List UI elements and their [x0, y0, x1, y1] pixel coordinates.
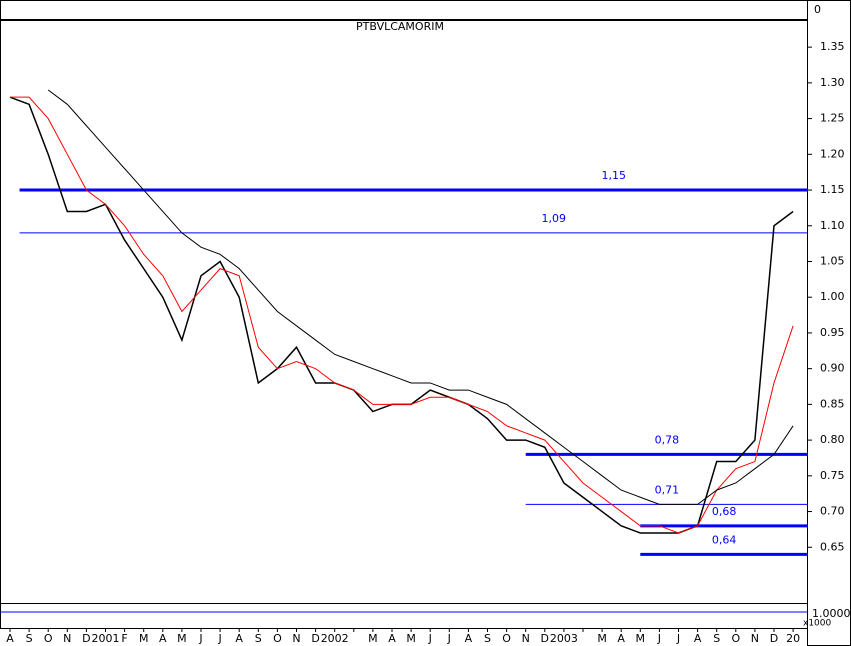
- x-tick-label: S: [255, 632, 262, 645]
- y-tick-label: 0.95: [820, 326, 845, 339]
- x-tick-label: O: [273, 632, 282, 645]
- x-tick-label: S: [484, 632, 491, 645]
- series-line: [47, 89, 794, 505]
- x-tick-label: J: [217, 632, 221, 645]
- x-tick-label: 20: [786, 632, 800, 645]
- y-tick-label: 1.00: [820, 290, 845, 303]
- x-tick-label: O: [731, 632, 740, 645]
- level-label: 0,64: [712, 533, 737, 546]
- y-tick-label: 0.75: [820, 469, 845, 482]
- y-tick-label: 0.65: [820, 540, 845, 553]
- level-label: 0,71: [655, 483, 680, 496]
- x-tick-label: M: [636, 632, 646, 645]
- x-tick-label: 2002: [321, 632, 349, 645]
- level-label: 1,09: [542, 212, 567, 225]
- level-label: 1,15: [602, 169, 627, 182]
- x-tick-label: D: [770, 632, 778, 645]
- chart-title: PTBVLCAMORIM: [356, 20, 444, 33]
- x-tick-label: M: [597, 632, 607, 645]
- x-tick-label: D: [311, 632, 319, 645]
- x-tick-label: A: [235, 632, 243, 645]
- x-tick-label: J: [657, 632, 661, 645]
- x-tick-label: J: [676, 632, 680, 645]
- x-tick-label: A: [617, 632, 625, 645]
- x-tick-label: J: [447, 632, 451, 645]
- y-tick-label: 1.10: [820, 219, 845, 232]
- y-tick-label: 1.05: [820, 254, 845, 267]
- x-tick-label: 2001: [92, 632, 120, 645]
- x-tick-label: M: [406, 632, 416, 645]
- y-tick-label: 1.15: [820, 183, 845, 196]
- x-tick-label: J: [198, 632, 202, 645]
- x-tick-label: J: [428, 632, 432, 645]
- x-tick-label: F: [121, 632, 127, 645]
- top-panel-label: 0: [814, 3, 821, 16]
- x-tick-label: A: [6, 632, 14, 645]
- x-tick-label: O: [44, 632, 53, 645]
- x-tick-label: M: [177, 632, 187, 645]
- x-tick-label: 2003: [550, 632, 578, 645]
- x-tick-label: S: [26, 632, 33, 645]
- y-tick-label: 0.90: [820, 362, 845, 375]
- series-line: [10, 96, 794, 534]
- y-tick-label: 0.70: [820, 505, 845, 518]
- x-tick-label: D: [541, 632, 549, 645]
- x-tick-label: M: [139, 632, 149, 645]
- x-tick-label: M: [368, 632, 378, 645]
- x-tick-label: A: [388, 632, 396, 645]
- x-tick-label: O: [502, 632, 511, 645]
- y-tick-label: 1.20: [820, 147, 845, 160]
- bottom-panel-unit: x1000: [803, 619, 832, 629]
- x-tick-label: N: [63, 632, 71, 645]
- x-tick-label: N: [522, 632, 530, 645]
- y-tick-label: 0.80: [820, 433, 845, 446]
- level-label: 0,68: [712, 505, 737, 518]
- x-tick-label: A: [465, 632, 473, 645]
- x-tick-label: D: [82, 632, 90, 645]
- x-tick-label: N: [292, 632, 300, 645]
- y-tick-label: 1.30: [820, 76, 845, 89]
- x-tick-label: A: [694, 632, 702, 645]
- bottom-panel-label: 1.0000: [812, 607, 851, 620]
- y-tick-label: 1.25: [820, 112, 845, 125]
- y-tick-label: 0.85: [820, 397, 845, 410]
- x-tick-label: N: [751, 632, 759, 645]
- y-tick-label: 1.35: [820, 40, 845, 53]
- level-label: 0,78: [655, 433, 680, 446]
- x-tick-label: A: [159, 632, 167, 645]
- x-tick-label: S: [713, 632, 720, 645]
